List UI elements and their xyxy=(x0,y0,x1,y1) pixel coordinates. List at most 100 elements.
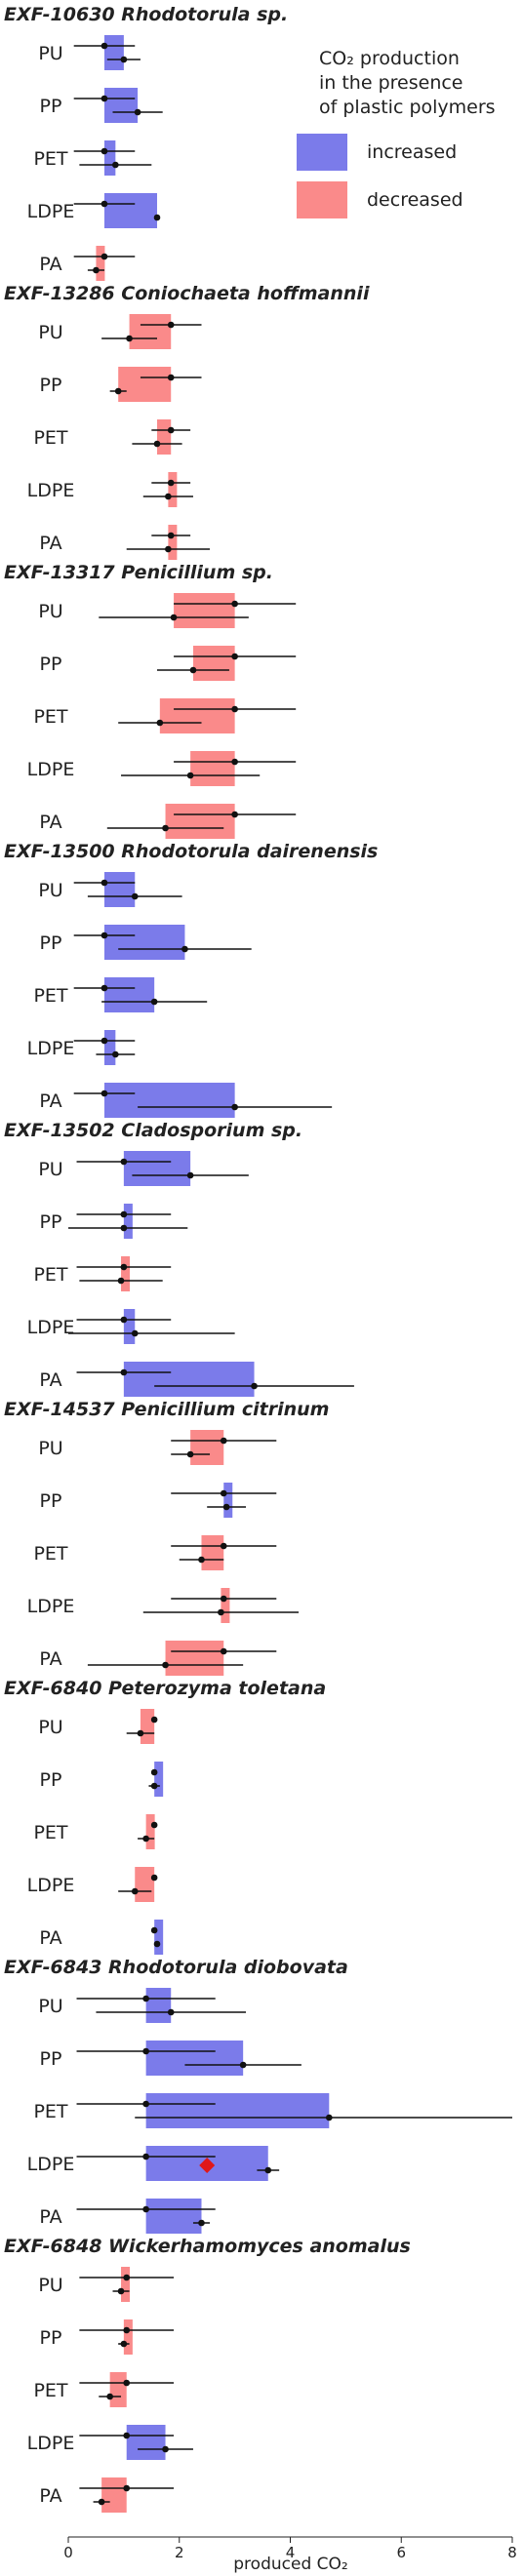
control-point xyxy=(231,600,238,608)
category-label: PP xyxy=(40,1769,62,1791)
difference-bar xyxy=(126,2425,166,2460)
difference-bar xyxy=(103,1030,116,1065)
difference-bar xyxy=(154,1920,164,1955)
panel: EXF-13317 Penicillium sp. PU PP PET LDPE PA xyxy=(4,562,297,839)
treated-point xyxy=(134,108,141,116)
difference-bar xyxy=(201,1535,224,1570)
difference-bar xyxy=(190,751,235,786)
category-label: PET xyxy=(33,985,67,1007)
treated-point xyxy=(231,1103,238,1111)
legend-title-line-2: in the presence xyxy=(319,72,463,94)
treated-point xyxy=(186,1171,194,1179)
difference-bar xyxy=(103,35,124,70)
control-point xyxy=(101,1037,108,1045)
x-axis-label: produced CO₂ xyxy=(233,2555,347,2574)
data-row: PA xyxy=(39,1083,333,1118)
category-label: LDPE xyxy=(27,201,75,222)
category-label: PA xyxy=(39,2206,61,2228)
x-tick-label: 8 xyxy=(507,2544,517,2561)
control-point xyxy=(123,2484,131,2492)
control-point xyxy=(101,1090,108,1097)
treated-point xyxy=(326,2114,333,2121)
treated-point xyxy=(198,2219,205,2227)
data-row: PET xyxy=(33,977,208,1012)
category-label: PA xyxy=(39,1927,61,1949)
data-row: PU xyxy=(38,35,141,70)
category-label: LDPE xyxy=(27,480,75,501)
treated-point xyxy=(98,2498,105,2506)
difference-bar xyxy=(140,1709,155,1744)
data-row: PET xyxy=(33,1814,158,1849)
x-axis: 0 2 4 6 8 produced CO₂ xyxy=(63,2536,517,2574)
data-row: LDPE xyxy=(27,2425,193,2460)
treated-point xyxy=(186,1450,194,1458)
difference-bar xyxy=(223,1483,233,1518)
control-point xyxy=(142,2100,149,2108)
category-label: PA xyxy=(39,1090,61,1112)
treated-point xyxy=(153,1940,161,1948)
treated-point xyxy=(170,614,178,621)
treated-point xyxy=(112,161,119,169)
treated-point xyxy=(117,2287,125,2295)
category-label: LDPE xyxy=(27,759,75,780)
difference-bar xyxy=(145,2199,202,2234)
difference-bar xyxy=(96,246,105,281)
difference-bar xyxy=(165,804,235,839)
category-label: PP xyxy=(40,2327,62,2349)
difference-bar xyxy=(103,1083,235,1118)
category-label: PET xyxy=(33,2101,67,2122)
control-point xyxy=(150,1768,158,1776)
x-tick-label: 2 xyxy=(175,2544,184,2561)
data-row: PET xyxy=(33,698,297,733)
category-label: PA xyxy=(39,533,61,554)
control-point xyxy=(220,1542,227,1550)
data-row: LDPE xyxy=(27,1030,136,1065)
control-point xyxy=(231,653,238,660)
treated-point xyxy=(126,335,133,342)
panel: EXF-6843 Rhodotorula diobovata PU PP PET LDP… xyxy=(4,1957,512,2234)
data-row: PU xyxy=(38,593,297,628)
category-label: LDPE xyxy=(27,2433,75,2454)
treated-point xyxy=(106,2393,113,2400)
panel: EXF-10630 Rhodotorula sp. PU PP PET LDPE PA xyxy=(4,4,288,281)
difference-bar xyxy=(145,1988,172,2023)
chart-panels: EXF-10630 Rhodotorula sp.PUPPPETLDPEPAEX… xyxy=(4,4,512,2513)
treated-point xyxy=(239,2061,247,2069)
control-point xyxy=(231,705,238,713)
control-point xyxy=(167,479,175,487)
category-label: PET xyxy=(33,1264,67,1286)
category-label: PA xyxy=(39,2485,61,2507)
category-label: PU xyxy=(38,1717,62,1738)
control-point xyxy=(142,2047,149,2055)
category-label: PET xyxy=(33,148,67,170)
difference-bar xyxy=(145,2093,330,2128)
control-point xyxy=(101,984,108,992)
highlight-marker xyxy=(199,2158,216,2173)
difference-bar xyxy=(190,1430,224,1465)
data-row: PP xyxy=(40,1483,277,1518)
control-point xyxy=(101,879,108,887)
difference-bar xyxy=(129,314,172,349)
panel-title: EXF-13317 Penicillium sp. xyxy=(4,562,273,583)
data-row: PET xyxy=(33,419,191,455)
category-label: LDPE xyxy=(27,1038,75,1059)
category-label: PET xyxy=(33,706,67,728)
treated-point xyxy=(153,214,161,221)
category-label: PET xyxy=(33,2380,67,2401)
category-label: PET xyxy=(33,1822,67,1843)
difference-bar xyxy=(103,977,155,1012)
difference-bar xyxy=(103,140,116,176)
difference-bar xyxy=(123,1362,255,1397)
data-row: PA xyxy=(39,246,136,281)
treated-point xyxy=(120,1224,128,1232)
difference-bar xyxy=(118,367,172,402)
legend: CO₂ production in the presence of plasti… xyxy=(297,48,496,218)
treated-point xyxy=(142,1835,149,1843)
control-point xyxy=(120,1263,128,1271)
treated-point xyxy=(150,998,158,1006)
data-row: PA xyxy=(39,1362,354,1397)
treated-point xyxy=(117,1277,125,1285)
data-row: PET xyxy=(33,140,152,176)
category-label: PU xyxy=(38,43,62,64)
control-point xyxy=(123,2274,131,2281)
